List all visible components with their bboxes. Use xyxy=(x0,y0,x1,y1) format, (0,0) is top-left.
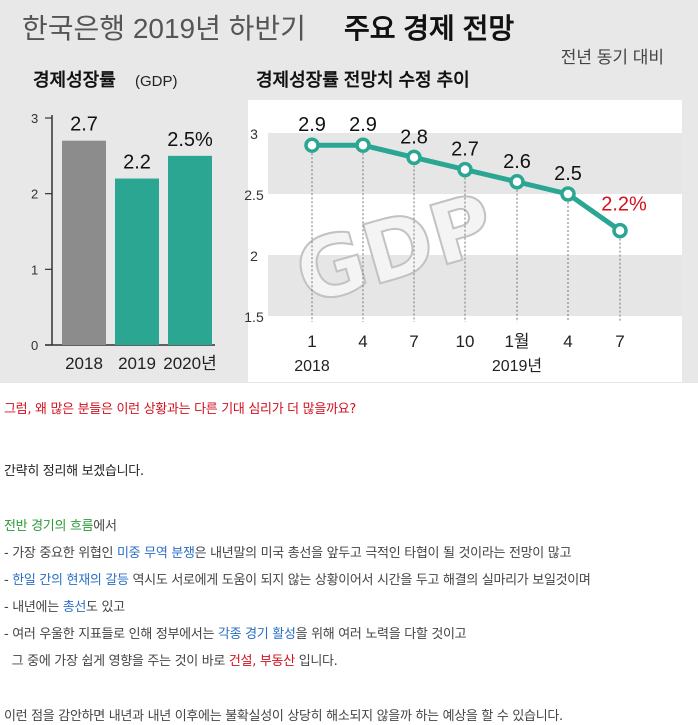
line-chart-title: 경제성장률 전망치 수정 추이 xyxy=(256,70,470,90)
bullet-3-highlight: 총선 xyxy=(62,600,87,615)
line-y-tick-label: 2.5 xyxy=(244,187,264,203)
bar-y-tick-label: 3 xyxy=(31,111,38,126)
line-y-tick-label: 3 xyxy=(250,126,258,142)
data-point-4 xyxy=(560,186,576,202)
line-chart-y-axis: 1.5 2 2.5 3 xyxy=(244,126,264,325)
bar-category-label: 2020년 xyxy=(163,354,216,373)
line-y-tick-label: 1.5 xyxy=(244,309,264,325)
bullet-2-prefix: - xyxy=(4,573,13,588)
bullet-3-rest: 도 있고 xyxy=(86,600,125,615)
section-title-line: 전반 경기의 흐름에서 xyxy=(4,515,117,534)
article-conclusion: 이런 점을 감안하면 내년과 내년 이후에는 불확실성이 상당히 해소되지 않을… xyxy=(4,709,563,724)
gdp-bar-chart: 경제성장률 (GDP) 0 1 2 3 2.7 2018 2.2 2019 2.5% 2020년 xyxy=(31,70,217,373)
article-question: 그럼, 왜 많은 분들은 이런 상황과는 다른 기대 심리가 더 많을까요? xyxy=(4,402,356,417)
bar-value-label: 2.2 xyxy=(123,152,151,174)
point-value-label: 2.9 xyxy=(298,114,326,136)
bar-chart-title-suffix: (GDP) xyxy=(135,73,178,90)
bar-value-label: 2.7 xyxy=(70,114,98,136)
revision-line-chart: 경제성장률 전망치 수정 추이 GDP 1.522.53 2.912.942.8… xyxy=(244,70,682,375)
bullet-5-rest: 입니다. xyxy=(294,654,338,669)
bar-y-tick-label: 1 xyxy=(31,262,38,277)
bar-2019 xyxy=(115,178,159,345)
data-point-7 xyxy=(612,222,628,239)
data-point-7 xyxy=(406,149,422,166)
bullet-4-highlight: 각종 경기 활성 xyxy=(217,627,296,642)
bullet-1-highlight: 미중 무역 분쟁 xyxy=(117,546,195,561)
point-value-label: 2.6 xyxy=(503,151,531,173)
bar-chart-title: 경제성장률 xyxy=(33,70,116,90)
data-point-1 xyxy=(304,137,320,153)
bullet-3-prefix: - 내년에는 xyxy=(4,600,63,615)
bullet-5-prefix: 그 중에 가장 쉽게 영향을 주는 것이 바로 xyxy=(4,654,229,669)
bar-category-label: 2019 xyxy=(118,354,156,373)
bar-y-tick-label: 0 xyxy=(31,338,38,353)
bar-2020년 xyxy=(168,155,212,345)
bar-value-label: 2.5% xyxy=(167,129,213,151)
infographic-title-bold: 주요 경제 전망 xyxy=(344,13,514,44)
point-value-label: 2.8 xyxy=(400,126,428,148)
section-title-suffix: 에서 xyxy=(93,519,117,534)
basis-note: 전년 동기 대비 xyxy=(561,48,664,67)
data-point-1월 xyxy=(509,174,525,190)
bar-category-label: 2018 xyxy=(65,354,103,373)
article-summary-intro: 간략히 정리해 보겠습니다. xyxy=(4,464,144,479)
section-title: 전반 경기의 흐름 xyxy=(4,519,94,534)
band-lower xyxy=(268,255,682,316)
x-tick-label: 1월 xyxy=(504,332,529,351)
infographic-title-light: 한국은행 2019년 하반기 xyxy=(22,13,306,44)
year-label-2018: 2018 xyxy=(294,358,330,375)
bullet-2-rest: 역시도 서로에게 도움이 되지 않는 상황이어서 시간을 두고 해결의 실마리가… xyxy=(128,573,591,588)
bullet-election: - 내년에는 총선도 있고 xyxy=(4,596,125,615)
x-tick-label: 4 xyxy=(563,332,572,351)
bar-y-tick-label: 2 xyxy=(31,187,38,202)
line-chart-marks: 2.9 1 2.9 4 2.8 7 2.7 10 2.6 1월 2.5 4 2.2% 7 2018 2019년 xyxy=(294,114,647,375)
x-tick-label: 7 xyxy=(615,332,624,351)
economic-outlook-infographic: 한국은행 2019년 하반기 주요 경제 전망 전년 동기 대비 경제성장률 (… xyxy=(0,0,698,383)
bar-2018 xyxy=(62,140,106,345)
bullet-korea-japan: - 한일 간의 현재의 갈등 역시도 서로에게 도움이 되지 않는 상황이어서 … xyxy=(4,569,591,588)
point-value-label: 2.2% xyxy=(601,194,647,216)
bullet-5-highlight: 건설, 부동산 xyxy=(228,654,295,669)
data-point-10 xyxy=(457,161,473,178)
bullet-trade-dispute: - 가장 중요한 위협인 미중 무역 분쟁은 내년말의 미국 총선을 앞두고 극… xyxy=(4,542,571,561)
line-y-tick-label: 2 xyxy=(250,248,258,264)
bullet-stimulus: - 여러 우울한 지표들로 인해 정부에서는 각종 경기 활성을 위해 여러 노… xyxy=(4,623,467,642)
bullet-4-prefix: - 여러 우울한 지표들로 인해 정부에서는 xyxy=(4,627,218,642)
x-tick-label: 1 xyxy=(307,332,316,351)
point-value-label: 2.5 xyxy=(554,163,582,185)
year-label-2019: 2019년 xyxy=(492,357,542,375)
bullet-1-rest: 은 내년말의 미국 총선을 앞두고 극적인 타협이 될 것이라는 전망이 많고 xyxy=(194,546,572,561)
bullet-1-prefix: - 가장 중요한 위협인 xyxy=(4,546,118,561)
bar-chart-bars: 2.7 2018 2.2 2019 2.5% 2020년 xyxy=(62,114,217,373)
x-tick-label: 7 xyxy=(409,332,418,351)
data-point-4 xyxy=(355,137,371,153)
point-value-label: 2.9 xyxy=(349,114,377,136)
x-tick-label: 4 xyxy=(358,332,367,351)
bullet-2-highlight: 한일 간의 현재의 갈등 xyxy=(12,573,129,588)
x-tick-label: 10 xyxy=(456,332,475,351)
point-value-label: 2.7 xyxy=(451,139,479,161)
bullet-4-rest: 을 위해 여러 노력을 다할 것이고 xyxy=(295,627,467,642)
bullet-construction: 그 중에 가장 쉽게 영향을 주는 것이 바로 건설, 부동산 입니다. xyxy=(4,650,338,669)
